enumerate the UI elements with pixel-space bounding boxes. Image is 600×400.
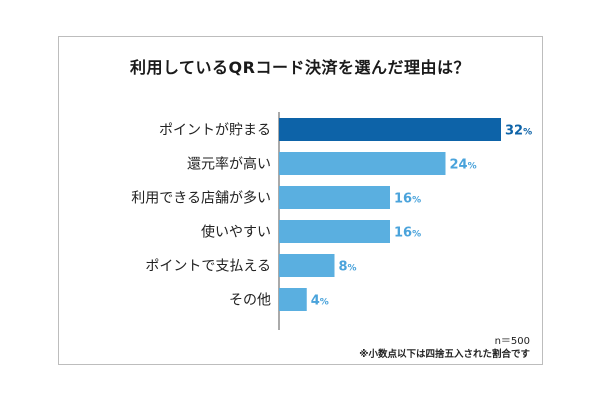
data-label: 16% bbox=[394, 192, 421, 207]
category-label: その他 bbox=[229, 293, 271, 309]
data-label: 32% bbox=[505, 124, 532, 139]
rounding-note: ※小数点以下は四捨五入された割合です bbox=[359, 349, 530, 360]
data-label: 8% bbox=[339, 260, 357, 275]
bar bbox=[279, 288, 307, 311]
bar bbox=[279, 220, 390, 243]
category-label: 使いやすい bbox=[201, 224, 271, 241]
category-label: 利用できる店舗が多い bbox=[131, 190, 271, 207]
data-label: 16% bbox=[394, 226, 421, 241]
bar bbox=[279, 186, 390, 209]
data-label: 24% bbox=[450, 158, 477, 173]
category-label: 還元率が高い bbox=[187, 156, 271, 173]
data-label: 4% bbox=[311, 294, 329, 309]
category-label: ポイントで支払える bbox=[145, 259, 271, 275]
category-label: ポイントが貯まる bbox=[159, 123, 271, 139]
bar bbox=[279, 152, 446, 175]
chart-title: 利用しているQRコード決済を選んだ理由は？ bbox=[130, 58, 470, 77]
bar bbox=[279, 254, 335, 277]
sample-size-note: n＝500 bbox=[494, 336, 530, 347]
bar bbox=[279, 118, 501, 141]
